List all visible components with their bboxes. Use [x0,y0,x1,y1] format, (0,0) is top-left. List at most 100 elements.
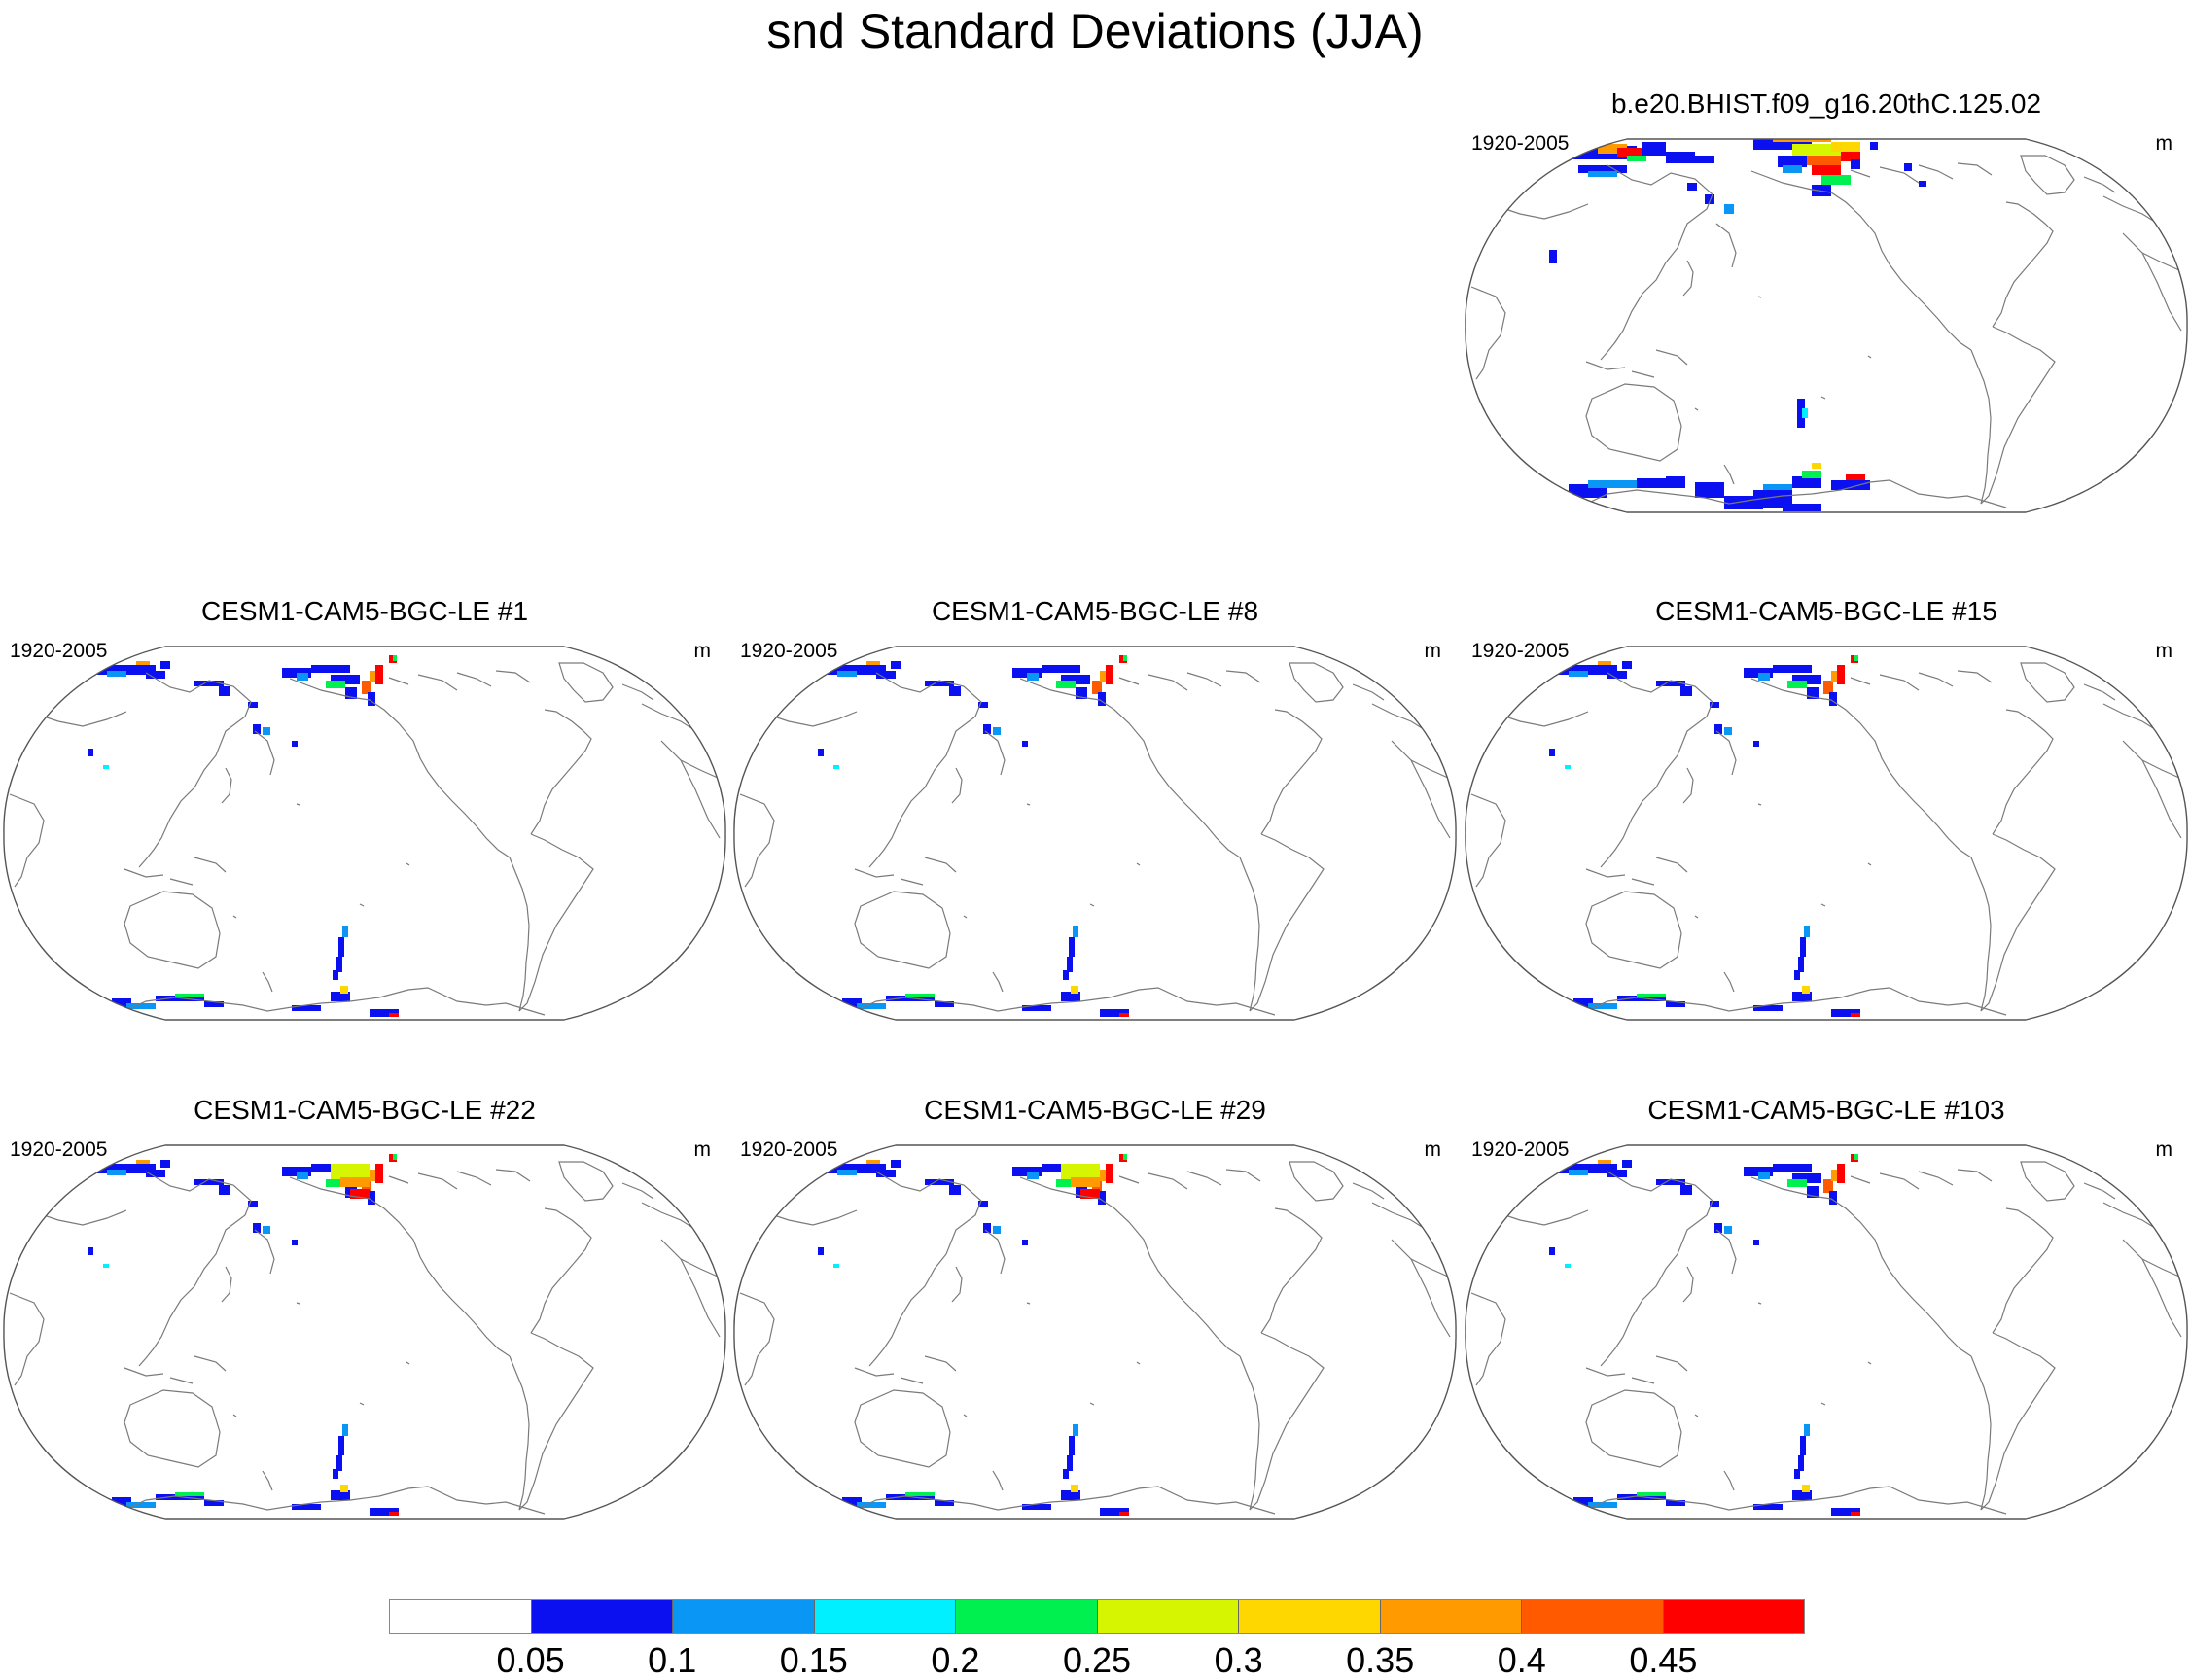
coastline [1631,370,1655,378]
snow-depth-cell [1831,671,1837,682]
snow-depth-cell [370,1508,399,1516]
snow-depth-cell [88,749,93,756]
snow-depth-cell [1851,1013,1860,1017]
snow-depth-cell [1061,1490,1080,1500]
snow-depth-cell [1919,181,1926,187]
snow-depth-cell [342,1424,348,1436]
coastline [1019,678,1241,858]
snow-depth-cell [1027,673,1039,681]
coastline [2102,1202,2159,1231]
snow-depth-cell [370,1170,375,1181]
snow-depth-cell [1804,1424,1810,1436]
coastline [1089,903,1095,907]
snow-depth-cell [107,1170,126,1175]
coastline [854,1389,951,1468]
snow-depth-cell [1802,1485,1810,1492]
coastline [1655,349,1688,366]
coastline [1470,793,1506,888]
snow-depth-cell [1831,1508,1860,1516]
coastline [1682,767,1694,804]
coastline [2141,1258,2180,1278]
snow-depth-cell [160,661,170,669]
snow-depth-cell [1022,1240,1028,1245]
snow-depth-cell [1565,765,1571,769]
snow-depth-cell [1119,1013,1129,1017]
coastline [262,1470,273,1491]
coastline [984,730,1006,776]
coastline [1577,987,2007,1016]
coastline [138,1171,252,1367]
snow-depth-cell [1100,1170,1106,1181]
coastline [9,1292,45,1386]
snow-depth-cell [103,765,109,769]
coastline [138,672,252,868]
coastline [417,674,458,691]
coastline [359,903,365,907]
coastline [1957,670,1993,683]
coastline [1118,677,1140,685]
coastline [1867,355,1872,359]
coastline [621,1182,654,1200]
snow-depth-cell [1783,165,1802,173]
coastline [2122,1239,2182,1338]
snow-depth-cell [1680,1185,1692,1195]
coastline [28,1209,127,1226]
snow-depth-cell [219,686,230,696]
snow-depth-cell [925,681,954,686]
coastline [1850,1175,1871,1184]
snow-depth-cell [1666,1001,1685,1007]
coastline [992,971,1004,993]
coastline [221,767,232,804]
snow-depth-cell [905,1492,935,1496]
coastline [169,878,194,886]
snow-depth-cell [1841,152,1860,161]
map-content [3,646,726,1021]
colorbar-tick-label: 0.4 [1497,1640,1546,1680]
snow-depth-cell [1823,1179,1833,1193]
snow-depth-cell [338,1436,344,1455]
snow-depth-cell [1758,673,1770,681]
snow-depth-cell [1794,970,1800,980]
coastline [1585,361,1626,370]
coastline [1879,1172,1920,1190]
snow-depth-cell [88,1247,93,1255]
snow-depth-cell [1800,937,1806,957]
snow-depth-cell [1823,681,1833,694]
coastline [1585,383,1682,462]
snow-depth-cell [1778,156,1807,167]
coastline [963,1414,968,1418]
panel-period: 1920-2005 [1471,1138,1570,1161]
snow-depth-cell [389,1013,399,1017]
colorbar-tick-label: 0.2 [931,1640,980,1680]
snow-depth-cell [297,1172,308,1179]
map-content [3,1144,726,1520]
snow-depth-cell [194,681,224,686]
colorbar-swatch [390,1600,532,1633]
snow-depth-cell [263,1226,270,1234]
panel-title: b.e20.BHIST.f09_g16.20thC.125.02 [1610,88,2042,119]
colorbar-tick-label: 0.35 [1346,1640,1415,1680]
world-map [1465,1144,2188,1520]
coastline [296,1302,300,1305]
snow-depth-cell [112,998,131,1008]
coastline [739,1292,775,1386]
coastline [289,1176,511,1357]
coastline [406,862,410,866]
snow-depth-cell [97,1164,156,1173]
snow-depth-cell [1710,702,1719,708]
snow-depth-cell [1714,1223,1722,1233]
snow-depth-cell [1071,1485,1078,1492]
snow-depth-cell [1061,1164,1100,1179]
snow-depth-cell [1798,957,1804,972]
snow-depth-cell [1588,171,1617,177]
coastline [1391,1239,1451,1338]
snow-depth-cell [1637,1492,1666,1496]
snow-depth-cell [1792,1173,1821,1183]
snow-depth-cell [1607,1170,1627,1177]
panel-title: CESM1-CAM5-BGC-LE #22 [194,1095,536,1125]
coastline [1918,1171,1954,1186]
map-content [733,1144,1457,1520]
coastline [621,683,654,701]
colorbar-swatch [531,1600,673,1633]
coastline [388,677,409,685]
